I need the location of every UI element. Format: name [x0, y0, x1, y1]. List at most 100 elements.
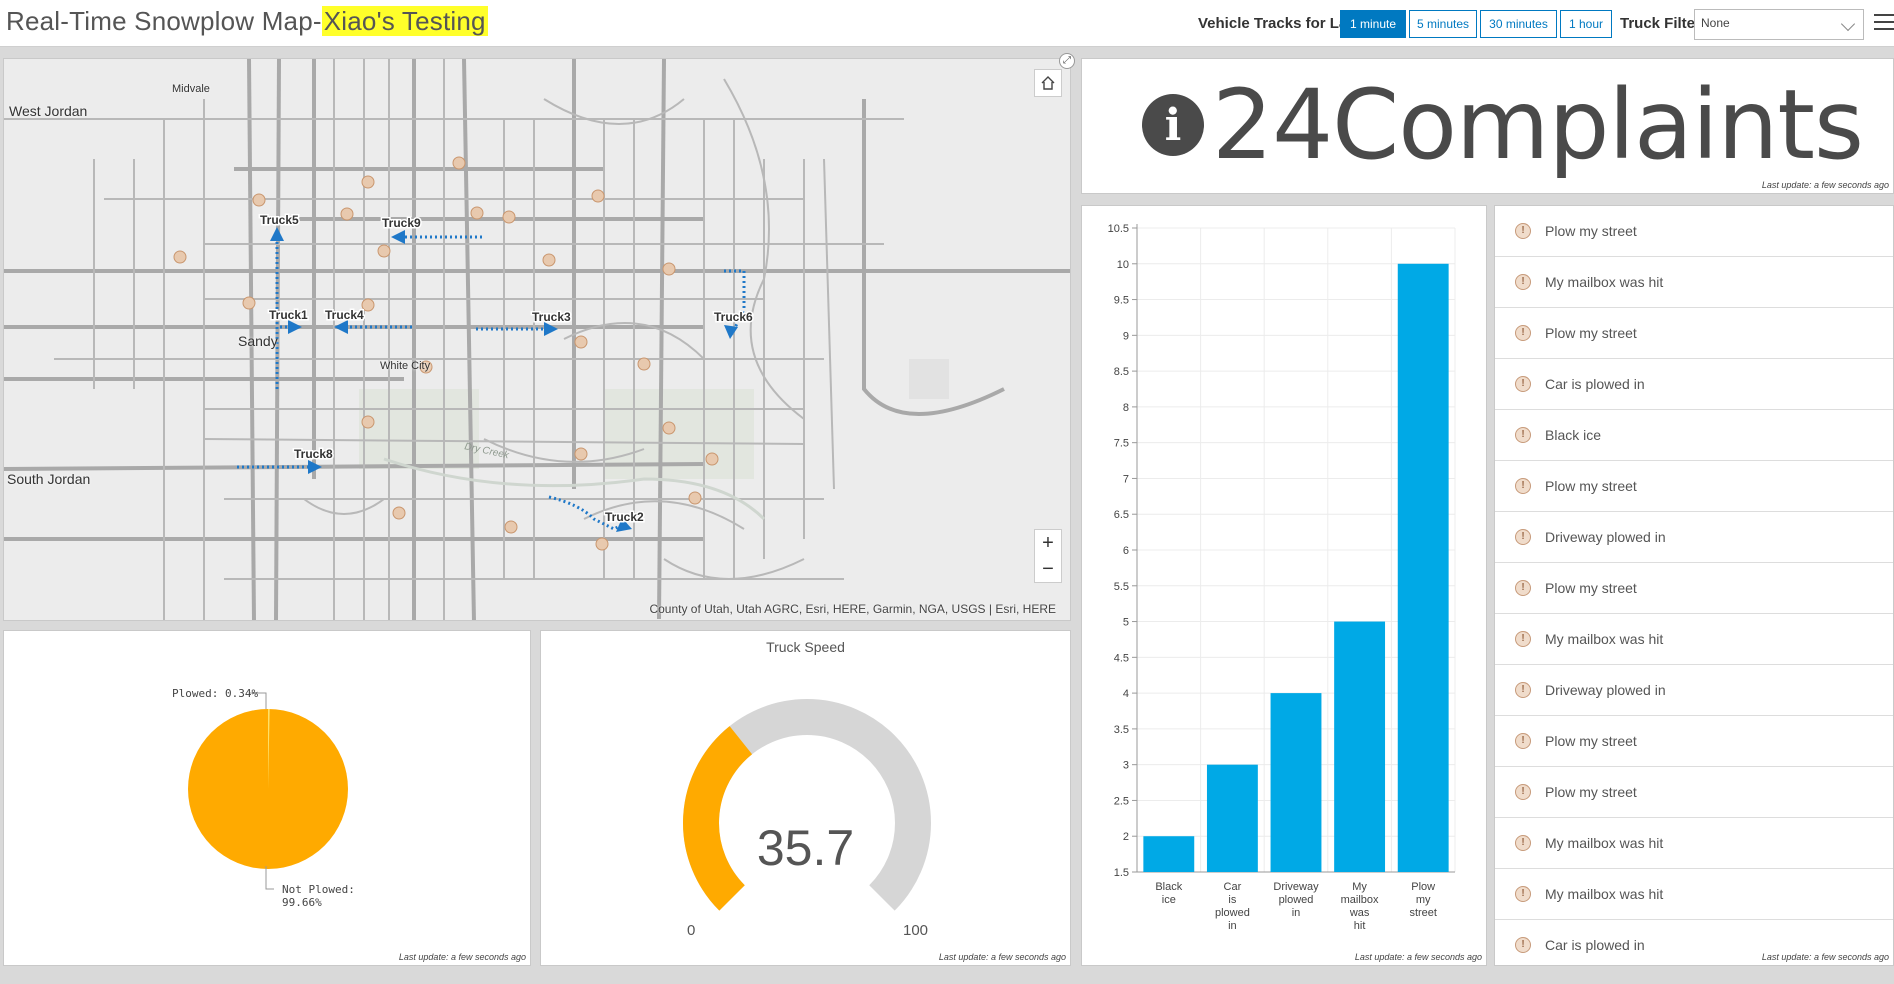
list-item[interactable]: ! Plow my street	[1495, 716, 1893, 767]
y-tick-label: 4	[1123, 688, 1129, 700]
zoom-in-button[interactable]: +	[1042, 532, 1054, 554]
truck-labels: Truck5 Truck9 Truck1 Truck4 Truck3 Truck…	[259, 212, 755, 526]
list-item[interactable]: ! Black ice	[1495, 410, 1893, 461]
complaints-list-panel: ! Plow my street! My mailbox was hit! Plow …	[1494, 205, 1894, 966]
list-item[interactable]: ! Plow my street	[1495, 461, 1893, 512]
truck3-arrow-icon	[544, 322, 558, 336]
bar[interactable]	[1334, 621, 1386, 872]
list-item-text: Plow my street	[1545, 580, 1637, 596]
home-icon	[1041, 76, 1055, 90]
chevron-down-icon	[1840, 16, 1856, 32]
complaint-marker-icon: !	[1515, 784, 1531, 800]
track-option-5-minutes[interactable]: 5 minutes	[1409, 10, 1477, 38]
complaint-marker-icon: !	[1515, 478, 1531, 494]
complaint-marker-icon: !	[1515, 733, 1531, 749]
place-label: Midvale	[172, 83, 210, 95]
park-area	[359, 389, 479, 469]
bar[interactable]	[1397, 263, 1449, 872]
list-item-text: Car is plowed in	[1545, 937, 1645, 953]
place-label: Sandy	[238, 333, 278, 349]
complaint-marker-icon: !	[1515, 529, 1531, 545]
truck-label: Truck6	[714, 310, 753, 324]
list-item-text: Plow my street	[1545, 733, 1637, 749]
park-area	[909, 359, 949, 399]
y-tick-label: 10	[1117, 259, 1129, 271]
list-item[interactable]: ! My mailbox was hit	[1495, 869, 1893, 920]
expand-icon[interactable]: ⤢	[1059, 53, 1075, 69]
gauge-max-label: 100	[903, 922, 929, 939]
menu-icon[interactable]	[1874, 14, 1894, 34]
list-item[interactable]: ! Driveway plowed in	[1495, 665, 1893, 716]
list-item[interactable]: ! Plow my street	[1495, 767, 1893, 818]
y-tick-label: 2.5	[1114, 795, 1129, 807]
truck5-arrow-icon	[270, 227, 284, 241]
y-tick-label: 7	[1123, 473, 1129, 485]
header-bar: Real-Time Snowplow Map-Xiao's Testing Ve…	[0, 0, 1894, 47]
list-item-text: Driveway plowed in	[1545, 529, 1666, 545]
list-item[interactable]: ! Plow my street	[1495, 206, 1893, 257]
info-icon: i	[1142, 94, 1204, 156]
truck4-arrow-icon	[334, 320, 348, 334]
track-option-30-minutes[interactable]: 30 minutes	[1480, 10, 1557, 38]
track-option-1-minute[interactable]: 1 minute	[1340, 10, 1406, 38]
y-tick-label: 9	[1123, 330, 1129, 342]
list-item[interactable]: ! My mailbox was hit	[1495, 818, 1893, 869]
gauge-fill	[683, 726, 753, 911]
minor-roads	[4, 59, 904, 620]
list-item-text: Plow my street	[1545, 325, 1637, 341]
pie-slice-plowed[interactable]	[268, 709, 270, 789]
x-tick-label: Driveway plowed in	[1273, 881, 1319, 919]
list-item[interactable]: ! Plow my street	[1495, 563, 1893, 614]
complaint-marker-icon: !	[1515, 580, 1531, 596]
truck1-arrow-icon	[288, 320, 302, 334]
truck8-arrow-icon	[308, 460, 322, 474]
list-item[interactable]: ! My mailbox was hit	[1495, 614, 1893, 665]
zoom-out-button[interactable]: −	[1042, 558, 1054, 580]
truck-filter-value: None	[1701, 16, 1730, 30]
truck-arrows	[270, 227, 738, 532]
list-item-text: My mailbox was hit	[1545, 835, 1664, 851]
app-title-prefix: Real-Time Snowplow Map-	[6, 6, 322, 36]
list-item[interactable]: ! Plow my street	[1495, 308, 1893, 359]
complaint-markers[interactable]	[173, 156, 719, 551]
y-tick-label: 8.5	[1114, 366, 1129, 378]
truck-label: Truck9	[382, 216, 421, 230]
map-panel[interactable]: Truck5 Truck9 Truck1 Truck4 Truck3 Truck…	[3, 58, 1071, 621]
bar[interactable]	[1143, 836, 1195, 872]
complaint-marker-icon: !	[1515, 325, 1531, 341]
x-tick-label: Black ice	[1155, 881, 1182, 906]
gauge-title: Truck Speed	[766, 639, 845, 655]
app-title-highlight: Xiao's Testing	[321, 6, 488, 36]
x-tick-label: My mailbox was hit	[1341, 881, 1379, 932]
truck2-arrow-icon	[616, 518, 632, 532]
truck-filter-select[interactable]: None	[1694, 9, 1864, 40]
list-item-text: My mailbox was hit	[1545, 631, 1664, 647]
list-item[interactable]: ! My mailbox was hit	[1495, 257, 1893, 308]
complaints-indicator-panel: i 24Complaints Last update: a few second…	[1081, 58, 1894, 194]
gauge-chart	[683, 699, 931, 911]
complaints-bar-chart-panel: 10.5 10 9.5 9 8.5 8 7.5 7 6.5 6 5.5 5 4.5 4 3.5 3 2.5 2 1.…	[1081, 205, 1487, 966]
last-update-text: Last update: a few seconds ago	[1761, 180, 1889, 190]
list-item[interactable]: ! Car is plowed in	[1495, 920, 1893, 965]
home-button[interactable]	[1034, 69, 1062, 97]
place-label: South Jordan	[7, 471, 91, 487]
bar[interactable]	[1206, 764, 1258, 872]
list-item-text: Car is plowed in	[1545, 376, 1645, 392]
truck-tracks	[237, 235, 746, 531]
y-tick-label: 5	[1123, 617, 1129, 629]
complaint-marker-icon: !	[1515, 937, 1531, 953]
zoom-controls: + −	[1034, 529, 1062, 583]
y-tick-label: 4.5	[1114, 652, 1129, 664]
x-tick-label: Plow my street	[1409, 881, 1437, 919]
plowed-pie-panel: Plowed: 0.34% Not Plowed: 99.66% Last up…	[3, 630, 531, 966]
complaint-marker-icon: !	[1515, 223, 1531, 239]
truck-label: Truck2	[605, 510, 644, 524]
list-item[interactable]: ! Driveway plowed in	[1495, 512, 1893, 563]
map-canvas[interactable]: Truck5 Truck9 Truck1 Truck4 Truck3 Truck…	[4, 59, 1071, 621]
track-option-1-hour[interactable]: 1 hour	[1560, 10, 1612, 38]
last-update-text: Last update: a few seconds ago	[398, 952, 526, 962]
bar[interactable]	[1270, 693, 1322, 872]
list-item[interactable]: ! Car is plowed in	[1495, 359, 1893, 410]
pie-label-not-plowed-value: 99.66%	[282, 896, 322, 909]
place-label: West Jordan	[9, 103, 88, 119]
